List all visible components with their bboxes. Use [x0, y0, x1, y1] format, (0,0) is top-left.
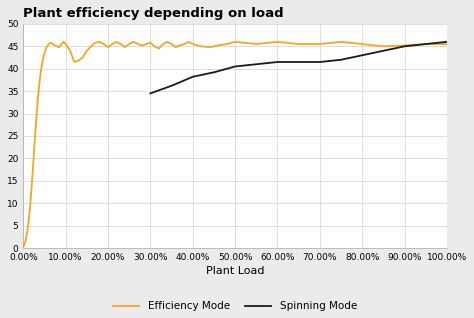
Efficiency Mode [444, 42, 450, 46]
Spinning Mode [254, 62, 259, 66]
Spinning Mode [274, 60, 280, 64]
Spinning Mode [169, 84, 174, 88]
Spinning Mode [402, 45, 408, 48]
Spinning Mode [211, 70, 217, 74]
Spinning Mode [444, 40, 450, 44]
Efficiency Mode [207, 45, 212, 49]
Spinning Mode [338, 58, 344, 62]
Line: Spinning Mode: Spinning Mode [150, 42, 447, 93]
Line: Efficiency Mode: Efficiency Mode [23, 42, 447, 247]
Spinning Mode [381, 49, 386, 53]
Spinning Mode [423, 42, 428, 46]
Efficiency Mode [61, 40, 66, 44]
Spinning Mode [232, 65, 238, 68]
Spinning Mode [190, 75, 196, 79]
Spinning Mode [296, 60, 301, 64]
Efficiency Mode [67, 48, 73, 52]
Efficiency Mode [31, 152, 37, 156]
Efficiency Mode [20, 245, 26, 249]
Efficiency Mode [359, 42, 365, 46]
Spinning Mode [317, 60, 323, 64]
X-axis label: Plant Load: Plant Load [206, 266, 264, 276]
Spinning Mode [147, 92, 153, 95]
Text: Plant efficiency depending on load: Plant efficiency depending on load [23, 7, 284, 20]
Efficiency Mode [101, 42, 107, 46]
Spinning Mode [359, 53, 365, 57]
Legend: Efficiency Mode, Spinning Mode: Efficiency Mode, Spinning Mode [110, 298, 360, 314]
Efficiency Mode [55, 45, 60, 48]
